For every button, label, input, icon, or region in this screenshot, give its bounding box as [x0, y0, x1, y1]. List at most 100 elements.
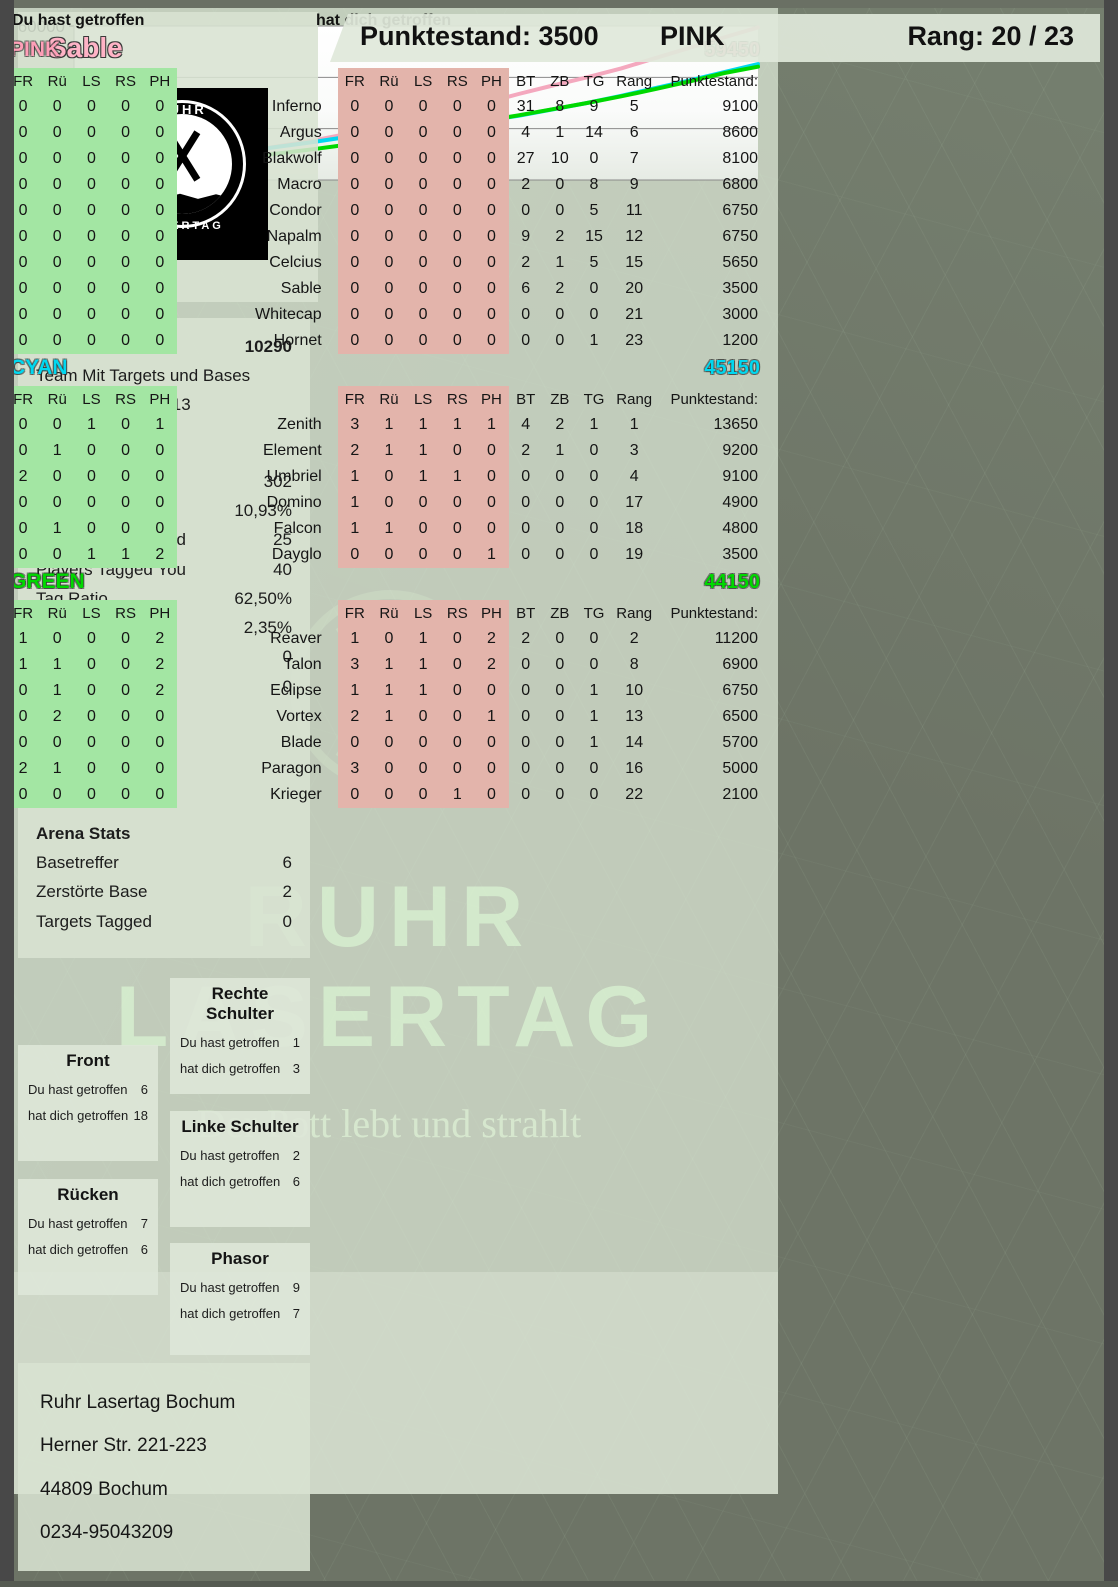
bodypart-hit-you-label: hat dich getroffen [180, 1174, 281, 1189]
cell-rank: 20 [625, 280, 644, 297]
cell-hit-you: 0 [406, 94, 441, 120]
cell-points: 9100 [722, 98, 758, 115]
col-header-them-Rü: Rü [371, 386, 407, 412]
cell-hit-you: 0 [406, 172, 441, 198]
bodypart-you-hit-label: Du hast getroffen [28, 1082, 128, 1097]
cell-you-hit: 0 [74, 756, 109, 782]
table-row[interactable]: 0 1 0 0 0 Element 2 1 1 0 0 2 1 0 3 9200 [6, 438, 764, 464]
cell-hit-you: 1 [406, 678, 441, 704]
table-row[interactable]: 0 0 0 0 0 Domino 1 0 0 0 0 0 0 0 17 4900 [6, 490, 764, 516]
stat-value: 6 [282, 853, 292, 873]
cell-bt: 9 [521, 228, 531, 245]
col-header-you-Rü: Rü [40, 600, 75, 626]
col-header-Rang: Rang [616, 604, 653, 622]
cell-hit-you: 0 [371, 250, 407, 276]
table-row[interactable]: 0 0 0 0 0 Krieger 0 0 0 1 0 0 0 0 22 2100 [6, 782, 764, 808]
cell-hit-you: 0 [406, 198, 441, 224]
table-row[interactable]: 0 1 0 0 2 Eclipse 1 1 1 0 0 0 0 1 10 6750 [6, 678, 764, 704]
cell-hit-you: 1 [337, 464, 372, 490]
table-row[interactable]: 0 0 0 0 0 Argus 0 0 0 0 0 4 1 14 6 8600 [6, 120, 764, 146]
cell-you-hit: 0 [142, 490, 177, 516]
col-header-TG: TG [583, 390, 605, 408]
team-total-score: 44150 [704, 571, 760, 593]
bodypart-you-hit: Du hast getroffen 6 [28, 1077, 148, 1103]
cell-hit-you: 0 [440, 542, 475, 568]
cell-you-hit: 0 [108, 276, 143, 302]
bodypart-hit-you: hat dich getroffen 18 [28, 1103, 148, 1129]
table-row[interactable]: 2 0 0 0 0 Umbriel 1 0 1 1 0 0 0 0 4 9100 [6, 464, 764, 490]
table-row[interactable]: 0 0 0 0 0 Inferno 0 0 0 0 0 31 8 9 5 9100 [6, 94, 764, 120]
col-header-Rang: Rang [616, 390, 653, 408]
cell-hit-you: 0 [406, 704, 441, 730]
table-row[interactable]: 0 0 0 0 0 Celcius 0 0 0 0 0 2 1 5 15 5650 [6, 250, 764, 276]
cell-rank: 19 [625, 546, 644, 563]
table-row[interactable]: 0 0 0 0 0 Napalm 0 0 0 0 0 9 2 15 12 6750 [6, 224, 764, 250]
cell-rank: 18 [625, 520, 644, 537]
cell-you-hit: 0 [40, 224, 75, 250]
table-row[interactable]: 0 0 0 0 0 Hornet 0 0 0 0 0 0 0 1 23 1200 [6, 328, 764, 354]
cell-you-hit: 0 [142, 198, 177, 224]
stat-value: 40 [273, 559, 292, 579]
cell-you-hit: 2 [142, 678, 177, 704]
arena-stat-row: Zerstörte Base 2 [36, 877, 292, 906]
address-line: Herner Str. 221-223 [40, 1435, 207, 1457]
cell-player-name: Macro [277, 176, 322, 193]
cell-you-hit: 0 [74, 302, 109, 328]
table-row[interactable]: 0 0 0 0 0 Blakwolf 0 0 0 0 0 27 10 0 7 8100 [6, 146, 764, 172]
cell-hit-you: 0 [440, 172, 475, 198]
team-block: PINK59450FRRüLSRSPHFRRüLSRSPHBTZBTGRangP… [6, 38, 764, 354]
table-row[interactable]: 2 1 0 0 0 Paragon 3 0 0 0 0 0 0 0 16 5000 [6, 756, 764, 782]
table-row[interactable]: 0 0 0 0 0 Macro 0 0 0 0 0 2 0 8 9 6800 [6, 172, 764, 198]
cell-hit-you: 0 [371, 626, 407, 652]
cell-tg: 1 [589, 332, 599, 349]
bodypart-hit-you-value: 3 [292, 1061, 300, 1076]
cell-you-hit: 0 [142, 120, 177, 146]
cell-player-name: Falcon [273, 520, 322, 537]
cell-tg: 1 [589, 416, 599, 433]
cell-rank: 14 [625, 734, 644, 751]
cell-you-hit: 0 [142, 250, 177, 276]
cell-you-hit: 0 [74, 626, 109, 652]
cell-tg: 0 [589, 546, 599, 563]
team-label: PINK [660, 21, 725, 51]
cell-bt: 0 [521, 760, 531, 777]
cell-player-name: Krieger [270, 786, 322, 803]
table-row[interactable]: 0 0 0 0 0 Blade 0 0 0 0 0 0 0 1 14 5700 [6, 730, 764, 756]
table-row[interactable]: 1 1 0 0 2 Talon 3 1 1 0 2 0 0 0 8 6900 [6, 652, 764, 678]
cell-hit-you: 0 [337, 542, 372, 568]
col-header-Rang: Rang [616, 72, 653, 90]
cell-player-name: Celcius [269, 254, 322, 271]
table-row[interactable]: 0 0 0 0 0 Sable 0 0 0 0 0 6 2 0 20 3500 [6, 276, 764, 302]
cell-tg: 5 [589, 254, 599, 271]
cell-hit-you: 0 [474, 490, 509, 516]
cell-hit-you: 1 [474, 542, 509, 568]
cell-player-name: Umbriel [266, 468, 322, 485]
cell-hit-you: 1 [337, 678, 372, 704]
cell-points: 5700 [722, 734, 758, 751]
col-header-you-PH: PH [142, 386, 177, 412]
table-row[interactable]: 0 0 0 0 0 Whitecap 0 0 0 0 0 0 0 0 21 3000 [6, 302, 764, 328]
team-name: GREEN [10, 570, 85, 593]
table-row[interactable]: 0 0 1 1 2 Dayglo 0 0 0 0 1 0 0 0 19 3500 [6, 542, 764, 568]
col-header-them-Rü: Rü [371, 68, 407, 94]
cell-you-hit: 0 [74, 146, 109, 172]
table-row[interactable]: 0 0 1 0 1 Zenith 3 1 1 1 1 4 2 1 1 13650 [6, 412, 764, 438]
arena-stats-heading: Arena Stats [36, 823, 131, 843]
table-row[interactable]: 1 0 0 0 2 Reaver 1 0 1 0 2 2 0 0 2 11200 [6, 626, 764, 652]
cell-you-hit: 0 [108, 516, 143, 542]
table-row[interactable]: 0 1 0 0 0 Falcon 1 1 0 0 0 0 0 0 18 4800 [6, 516, 764, 542]
bodypart-hit-you-value: 6 [140, 1242, 148, 1257]
table-row[interactable]: 0 0 0 0 0 Condor 0 0 0 0 0 0 0 5 11 6750 [6, 198, 764, 224]
stat-value: 0 [282, 647, 292, 667]
bodypart-you-hit-value: 7 [140, 1216, 148, 1231]
cell-you-hit: 0 [108, 490, 143, 516]
cell-you-hit: 0 [108, 782, 143, 808]
cell-zb: 0 [555, 786, 565, 803]
cell-you-hit: 0 [40, 490, 75, 516]
cell-zb: 0 [555, 708, 565, 725]
table-row[interactable]: 0 2 0 0 0 Vortex 2 1 0 0 1 0 0 1 13 6500 [6, 704, 764, 730]
cell-you-hit: 0 [108, 412, 143, 438]
bodypart-you-hit: Du hast getroffen 9 [180, 1275, 300, 1301]
page-edge-bottom [0, 1581, 1118, 1587]
